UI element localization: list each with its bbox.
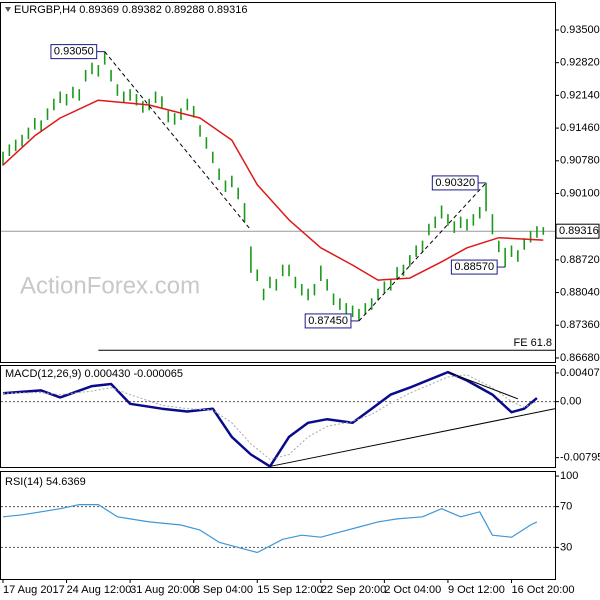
price-panel — [0, 2, 556, 363]
last-price-box — [555, 223, 600, 239]
x-tick-label: 31 Aug 20:00 — [130, 584, 195, 596]
x-tick-label: 2 Oct 04:00 — [384, 584, 441, 596]
indicator: MACD(12,26,9) — [5, 368, 81, 380]
series-line — [2, 370, 538, 468]
annotation-label: 0.87450 — [308, 315, 348, 327]
open: 0.89369 — [79, 4, 119, 16]
trendline — [358, 182, 487, 322]
x-tick-label: 9 Oct 12:00 — [448, 584, 505, 596]
y-tick-label: -0.007956 — [560, 452, 600, 464]
y-tick-label: 30 — [560, 541, 572, 553]
rsi-title: RSI(14) 54.6369 — [5, 476, 86, 488]
annotation-label: 0.88570 — [454, 261, 494, 273]
y-tick-label: 100 — [560, 470, 578, 482]
watermark: ActionForex.com — [20, 272, 200, 299]
trendline-label: FE 61.8 — [513, 337, 552, 349]
annotation-label: 0.93050 — [54, 46, 94, 58]
low: 0.89288 — [165, 4, 205, 16]
trendline — [447, 371, 519, 400]
y-tick-label: 0.88040 — [560, 286, 600, 298]
series-line — [2, 504, 538, 554]
trendline — [269, 408, 557, 467]
indicator: RSI(14) — [5, 476, 43, 488]
series-line — [2, 374, 538, 460]
y-tick-label: 0.87360 — [560, 319, 600, 331]
y-tick-label: 0.90100 — [560, 187, 600, 199]
x-tick-label: 17 Aug 2017 — [3, 584, 65, 596]
x-tick-label: 22 Sep 20:00 — [321, 584, 386, 596]
y-tick-label: 0.00 — [560, 396, 581, 408]
last-price-label: 0.89316 — [559, 225, 599, 237]
high: 0.89382 — [122, 4, 162, 16]
y-tick-label: 0.88720 — [560, 254, 600, 266]
x-tick-label: 8 Sep 04:00 — [194, 584, 253, 596]
x-tick-label: 15 Sep 12:00 — [257, 584, 322, 596]
x-tick-label: 16 Oct 20:00 — [512, 584, 575, 596]
annotation-label: 0.90320 — [435, 177, 475, 189]
readout: -0.000065 — [133, 368, 183, 380]
y-tick-label: 70 — [560, 501, 572, 513]
readout: 0.000430 — [84, 368, 130, 380]
y-tick-label: 0.92820 — [560, 57, 600, 69]
chart-title: EURGBP,H4 0.89369 0.89382 0.89288 0.8931… — [14, 4, 247, 16]
symbol-icon — [5, 7, 11, 12]
y-tick-label: 0.91460 — [560, 122, 600, 134]
x-tick-label: 24 Aug 12:00 — [67, 584, 132, 596]
y-tick-label: 0.92140 — [560, 89, 600, 101]
close: 0.89316 — [208, 4, 248, 16]
readout: 54.6369 — [46, 476, 86, 488]
macd-title: MACD(12,26,9) 0.000430 -0.000065 — [5, 368, 183, 380]
macd-panel — [0, 365, 556, 468]
y-tick-label: 0.93500 — [560, 24, 600, 36]
y-tick-label: 0.86680 — [560, 352, 600, 364]
trendline — [104, 51, 252, 231]
rsi-panel — [0, 471, 556, 580]
y-tick-label: 0.004076 — [560, 367, 600, 379]
series-line — [2, 99, 544, 281]
y-tick-label: 0.90780 — [560, 155, 600, 167]
symbol: EURGBP,H4 — [14, 4, 76, 16]
